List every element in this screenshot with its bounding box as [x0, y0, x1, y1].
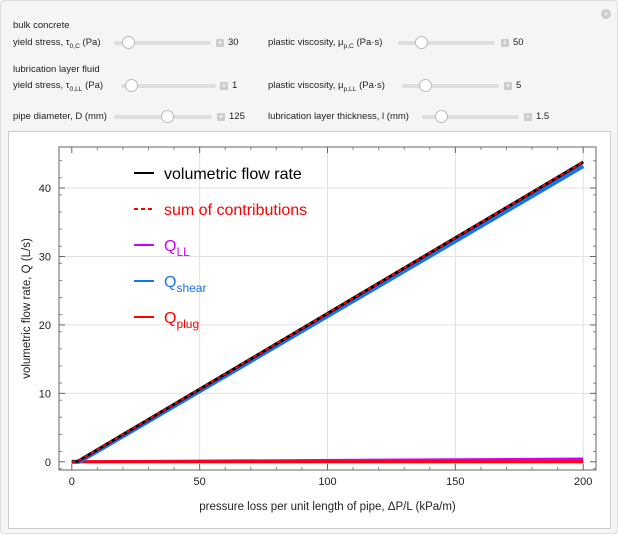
slider-thumb[interactable]: [160, 110, 174, 123]
legend-label: volumetric flow rate: [164, 166, 302, 183]
legend-name: volumetric flow rate: [164, 166, 302, 183]
diameter-value: 125: [229, 111, 245, 122]
yield-ll-value: 1: [232, 80, 238, 91]
y-tick-label: 10: [39, 388, 51, 400]
visc-ll-value: 5: [516, 80, 522, 91]
legend-subscript: plug: [176, 317, 199, 331]
x-tick-label: 150: [446, 476, 464, 488]
plot-frame: [58, 146, 597, 471]
legend-name: Q: [164, 310, 176, 327]
visc-ll-slider[interactable]: [402, 79, 499, 92]
thickness-slider[interactable]: [422, 110, 519, 123]
y-tick-label: 20: [39, 320, 51, 332]
plus-icon[interactable]: +: [601, 9, 611, 19]
y-axis-label: volumetric flow rate, Q (L/s): [21, 238, 33, 379]
yield-ll-slider[interactable]: [121, 79, 216, 92]
x-axis-label: pressure loss per unit length of pipe, Δ…: [199, 501, 456, 513]
legend-subscript: LL: [176, 245, 190, 259]
legend-label: Qplug: [164, 310, 199, 331]
visc-c-slider[interactable]: [398, 36, 495, 49]
plus-icon[interactable]: +: [501, 38, 509, 47]
thickness-label: lubrication layer thickness, l (mm): [268, 111, 409, 122]
yield-ll-label: yield stress, τ0,LL (Pa): [13, 80, 104, 93]
visc-c-label: plastic viscosity, μp,C (Pa·s): [268, 37, 383, 50]
visc-ll-label: plastic viscosity, μp,LL (Pa·s): [268, 80, 385, 93]
legend-name: sum of contributions: [164, 202, 307, 219]
y-tick-label: 40: [39, 183, 51, 195]
slider-thumb[interactable]: [418, 79, 432, 92]
plus-icon[interactable]: +: [504, 81, 512, 90]
chart: 0 50 100 150 200 0 10 20 30 40 volumetric flow rat…: [21, 146, 597, 513]
x-tick-label: 100: [318, 476, 336, 488]
bulk-heading: bulk concrete: [13, 20, 70, 31]
legend-label: Qshear: [164, 274, 206, 295]
visc-c-value: 50: [513, 37, 524, 48]
legend-name: Q: [164, 238, 176, 255]
thickness-value: 1.5: [536, 111, 550, 122]
x-tick-label: 0: [69, 476, 75, 488]
yield-c-label: yield stress, τ0,C (Pa): [13, 37, 101, 50]
yield-c-value: 30: [228, 37, 239, 48]
x-tick-label: 50: [194, 476, 206, 488]
legend-name: Q: [164, 274, 176, 291]
plot-area: 0 50 100 150 200 0 10 20 30 40 volumetric flow rat…: [8, 131, 611, 529]
series-line-1: [71, 161, 584, 463]
plus-icon[interactable]: +: [216, 38, 224, 47]
slider-thumb[interactable]: [414, 36, 428, 49]
legend-subscript: shear: [176, 281, 206, 295]
y-tick-label: 30: [39, 251, 51, 263]
x-tick-label: 200: [574, 476, 592, 488]
yield-c-slider[interactable]: [114, 36, 211, 49]
legend-label: sum of contributions: [164, 202, 307, 219]
slider-thumb[interactable]: [125, 79, 139, 92]
diameter-slider[interactable]: [114, 110, 212, 123]
diameter-label: pipe diameter, D (mm): [13, 111, 107, 122]
ll-heading: lubrication layer fluid: [13, 64, 100, 75]
legend-label: QLL: [164, 238, 190, 259]
plus-icon[interactable]: +: [524, 112, 532, 121]
plus-icon[interactable]: +: [217, 112, 225, 121]
slider-thumb[interactable]: [122, 36, 136, 49]
slider-thumb[interactable]: [434, 110, 448, 123]
y-tick-label: 0: [45, 457, 51, 469]
plus-icon[interactable]: +: [220, 81, 228, 90]
